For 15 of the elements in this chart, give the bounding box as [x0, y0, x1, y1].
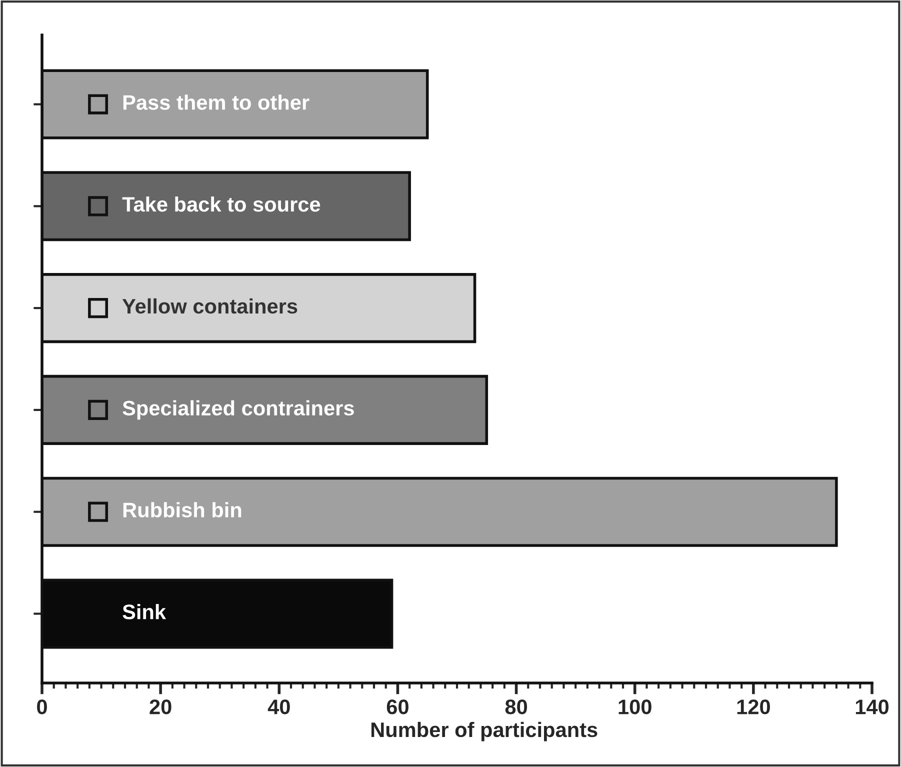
x-tick-label: 20 [150, 700, 172, 714]
x-tick-label: 120 [737, 700, 770, 714]
y-tick-label: Specialized contrainers [122, 400, 354, 420]
y-tick-label: Pass them to other [123, 94, 310, 110]
x-tick-label: 100 [618, 700, 652, 714]
y-tick-label: Sink [122, 604, 166, 620]
x-tick-label: 80 [505, 700, 528, 714]
y-tick-label: Take back to source [122, 196, 320, 212]
x-tick-label: 0 [37, 700, 47, 714]
x-tick-label: 140 [856, 700, 889, 714]
y-tick-label: Rubbish bin [123, 502, 242, 518]
x-tick-label: 60 [386, 700, 408, 714]
x-axis-title: Number of participants [371, 722, 598, 742]
x-tick-label: 40 [268, 700, 290, 714]
y-tick-label: Yellow containers [122, 298, 298, 314]
